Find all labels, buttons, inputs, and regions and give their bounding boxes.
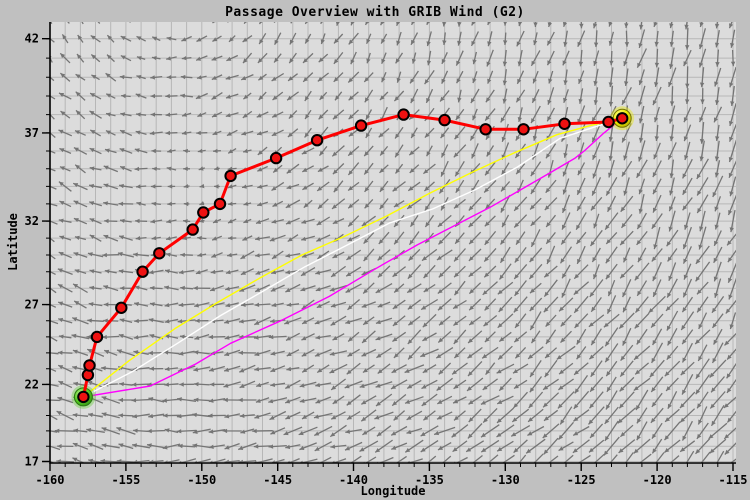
page-title: Passage Overview with GRIB Wind (G2) <box>225 5 525 20</box>
x-tick-label: -150 <box>187 473 216 487</box>
waypoint-dot <box>213 197 227 211</box>
y-tick-label: 42 <box>25 32 39 46</box>
x-tick-label: -155 <box>111 473 140 487</box>
x-tick-label: -160 <box>36 473 65 487</box>
waypoint-dot <box>224 169 237 183</box>
x-tick-label: -145 <box>263 473 292 487</box>
comparison-tracks <box>82 117 623 398</box>
x-tick-label: -135 <box>415 473 444 487</box>
waypoint-dot <box>197 206 210 219</box>
axes: -160 -155 -150 -145 -140 -135 -130 -125 -120 -115… <box>25 22 748 487</box>
waypoint-dot <box>83 359 96 372</box>
y-tick-label: 22 <box>25 377 39 391</box>
waypoint-dot <box>90 330 104 344</box>
y-tick-label: 32 <box>25 214 39 228</box>
waypoint-dot <box>558 117 571 131</box>
x-tick-label: -130 <box>491 473 520 487</box>
waypoint-dot <box>115 301 128 314</box>
comparison-track-yellow <box>82 117 623 398</box>
wind-arrows <box>50 22 736 463</box>
y-tick-label: 37 <box>25 126 39 140</box>
waypoint-dot <box>438 113 451 127</box>
waypoint-dot <box>186 223 199 236</box>
comparison-track-white <box>83 117 623 398</box>
waypoint-dot <box>310 134 324 147</box>
waypoint-dot <box>616 112 629 125</box>
waypoint-dot <box>602 115 615 129</box>
y-tick-label: 27 <box>25 298 39 312</box>
major-ticks <box>42 38 734 471</box>
y-axis-label: Latitude <box>6 213 20 271</box>
waypoint-dot <box>153 247 166 260</box>
comparison-track-magenta <box>83 117 623 398</box>
waypoint-dot <box>269 151 283 165</box>
waypoint-dot <box>397 108 410 121</box>
plot-area <box>50 22 736 463</box>
x-tick-label: -120 <box>643 473 672 487</box>
waypoint-dot <box>354 119 368 132</box>
x-tick-label: -140 <box>339 473 368 487</box>
x-tick-label: -125 <box>567 473 596 487</box>
waypoint-dot <box>517 123 530 136</box>
x-axis-label: Longitude <box>360 484 426 498</box>
route-waypoints <box>77 108 629 404</box>
waypoint-dot <box>77 390 90 404</box>
y-tick-label: 17 <box>25 455 39 469</box>
x-tick-label: -115 <box>719 473 748 487</box>
waypoint-dot <box>479 123 492 136</box>
waypoint-dot <box>136 265 149 278</box>
